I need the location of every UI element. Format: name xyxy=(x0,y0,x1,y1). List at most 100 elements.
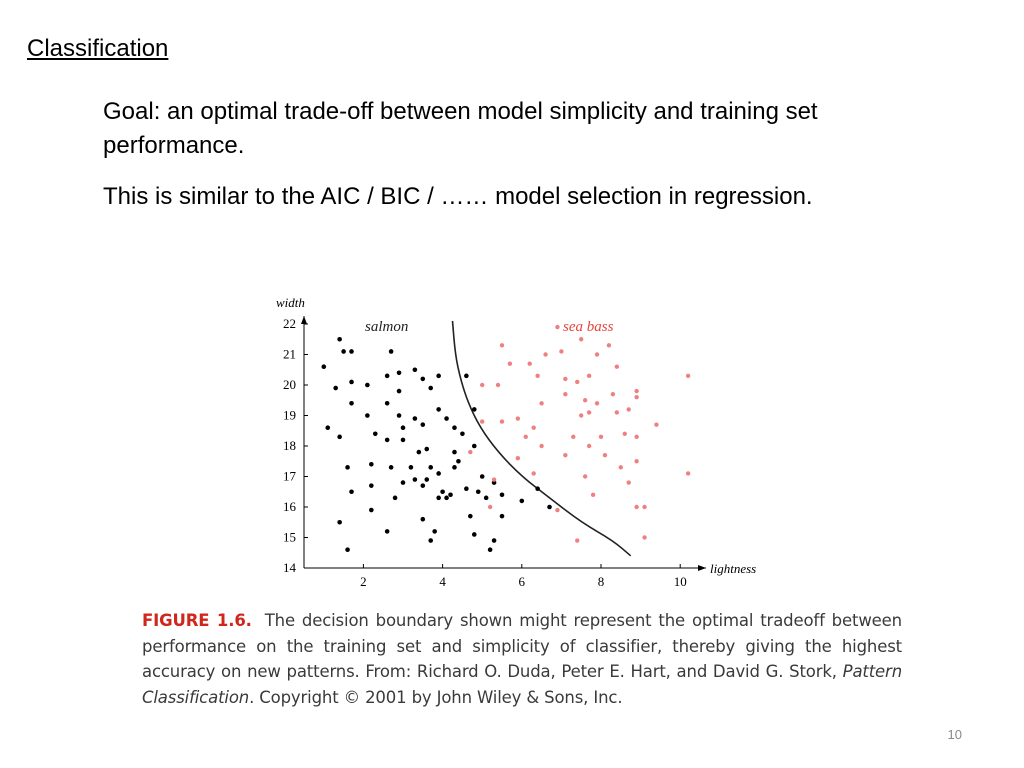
salmon-point xyxy=(491,538,497,543)
salmon-point xyxy=(333,385,338,391)
sea-bass-point xyxy=(499,343,505,348)
series-label-sea-bass: sea bass xyxy=(563,319,614,335)
salmon-point xyxy=(396,413,402,418)
salmon-point xyxy=(428,385,434,391)
figure-label: FIGURE 1.6. xyxy=(142,611,252,630)
page-number: 10 xyxy=(947,727,962,742)
sea-bass-point xyxy=(480,419,485,424)
sea-bass-point xyxy=(559,349,564,354)
y-tick-label: 19 xyxy=(283,408,296,423)
salmon-point xyxy=(444,416,449,421)
salmon-point xyxy=(349,379,354,385)
salmon-point xyxy=(369,507,374,513)
sea-bass-point xyxy=(586,373,592,379)
salmon-point xyxy=(349,489,354,495)
salmon-point xyxy=(388,349,394,354)
salmon-point xyxy=(428,465,434,470)
decision-boundary xyxy=(451,320,632,557)
salmon-point xyxy=(499,513,505,519)
sea-bass-point xyxy=(535,373,540,379)
salmon-point xyxy=(337,519,342,525)
aic-bic-paragraph: This is similar to the AIC / BIC / …… mo… xyxy=(103,183,813,210)
sea-bass-point xyxy=(499,419,505,424)
x-tick-label: 10 xyxy=(674,574,687,588)
salmon-point xyxy=(400,437,406,443)
sea-bass-point xyxy=(634,459,639,464)
x-tick-label: 4 xyxy=(439,574,446,588)
salmon-point xyxy=(384,401,390,406)
sea-bass-point xyxy=(563,452,568,458)
salmon-point xyxy=(408,465,414,470)
salmon-point xyxy=(400,480,406,485)
salmon-point xyxy=(424,446,430,452)
sea-bass-point xyxy=(579,337,584,342)
salmon-point xyxy=(369,483,374,488)
salmon-point xyxy=(479,474,485,479)
salmon-point xyxy=(535,486,540,491)
salmon-point xyxy=(388,465,394,470)
sea-bass-point xyxy=(602,452,608,458)
salmon-point xyxy=(420,483,426,488)
x-axis-label: lightness xyxy=(710,561,756,576)
x-tick-label: 6 xyxy=(519,574,526,588)
x-tick-label: 8 xyxy=(598,574,605,588)
salmon-point xyxy=(436,495,441,501)
sea-bass-point xyxy=(480,382,485,388)
y-axis-arrow xyxy=(301,316,307,324)
salmon-point xyxy=(396,370,402,376)
salmon-point xyxy=(369,462,374,467)
salmon-point xyxy=(487,547,493,552)
x-axis-arrow xyxy=(698,565,706,571)
sea-bass-point xyxy=(626,480,631,485)
salmon-point xyxy=(345,465,350,470)
salmon-point xyxy=(365,382,370,388)
salmon-point xyxy=(349,349,354,354)
salmon-point xyxy=(436,373,441,379)
salmon-point xyxy=(384,529,390,534)
y-axis-label: width xyxy=(276,295,305,310)
y-tick-label: 15 xyxy=(283,530,296,545)
salmon-point xyxy=(412,477,418,482)
goal-paragraph: Goal: an optimal trade-off between model… xyxy=(103,98,818,159)
salmon-point xyxy=(440,489,445,495)
sea-bass-point xyxy=(495,382,501,388)
salmon-point xyxy=(424,477,430,482)
sea-bass-point xyxy=(618,465,623,470)
y-tick-label: 17 xyxy=(283,469,297,484)
salmon-point xyxy=(325,425,331,430)
salmon-point xyxy=(337,336,342,342)
salmon-point xyxy=(444,495,449,501)
salmon-point xyxy=(428,538,434,543)
sea-bass-point xyxy=(634,504,639,510)
slide-title: Classification xyxy=(27,35,169,62)
salmon-point xyxy=(483,495,489,501)
salmon-point xyxy=(420,516,426,522)
sea-bass-point xyxy=(531,471,536,476)
salmon-point xyxy=(420,422,426,427)
salmon-point xyxy=(499,492,505,498)
sea-bass-point xyxy=(586,443,592,449)
sea-bass-point xyxy=(606,343,612,348)
salmon-point xyxy=(396,388,402,394)
sea-bass-point xyxy=(642,535,647,540)
salmon-point xyxy=(471,532,477,537)
salmon-point xyxy=(436,471,441,476)
salmon-point xyxy=(412,416,418,421)
salmon-point xyxy=(341,349,346,354)
sea-bass-point xyxy=(539,443,544,449)
sea-bass-point xyxy=(543,352,548,357)
salmon-point xyxy=(471,407,477,412)
figure-caption: FIGURE 1.6. The decision boundary shown … xyxy=(142,608,902,710)
salmon-point xyxy=(519,498,525,504)
salmon-point xyxy=(464,373,469,379)
book-title: Pattern Classification xyxy=(142,662,902,707)
caption-copyright: . Copyright © 2001 by John Wiley & Sons,… xyxy=(249,687,623,707)
salmon-point xyxy=(432,529,437,534)
salmon-point xyxy=(400,425,406,430)
salmon-point xyxy=(491,480,497,485)
sea-bass-point xyxy=(594,401,600,406)
sea-bass-point xyxy=(575,379,580,385)
sea-bass-point xyxy=(654,422,659,427)
salmon-point xyxy=(471,443,477,449)
